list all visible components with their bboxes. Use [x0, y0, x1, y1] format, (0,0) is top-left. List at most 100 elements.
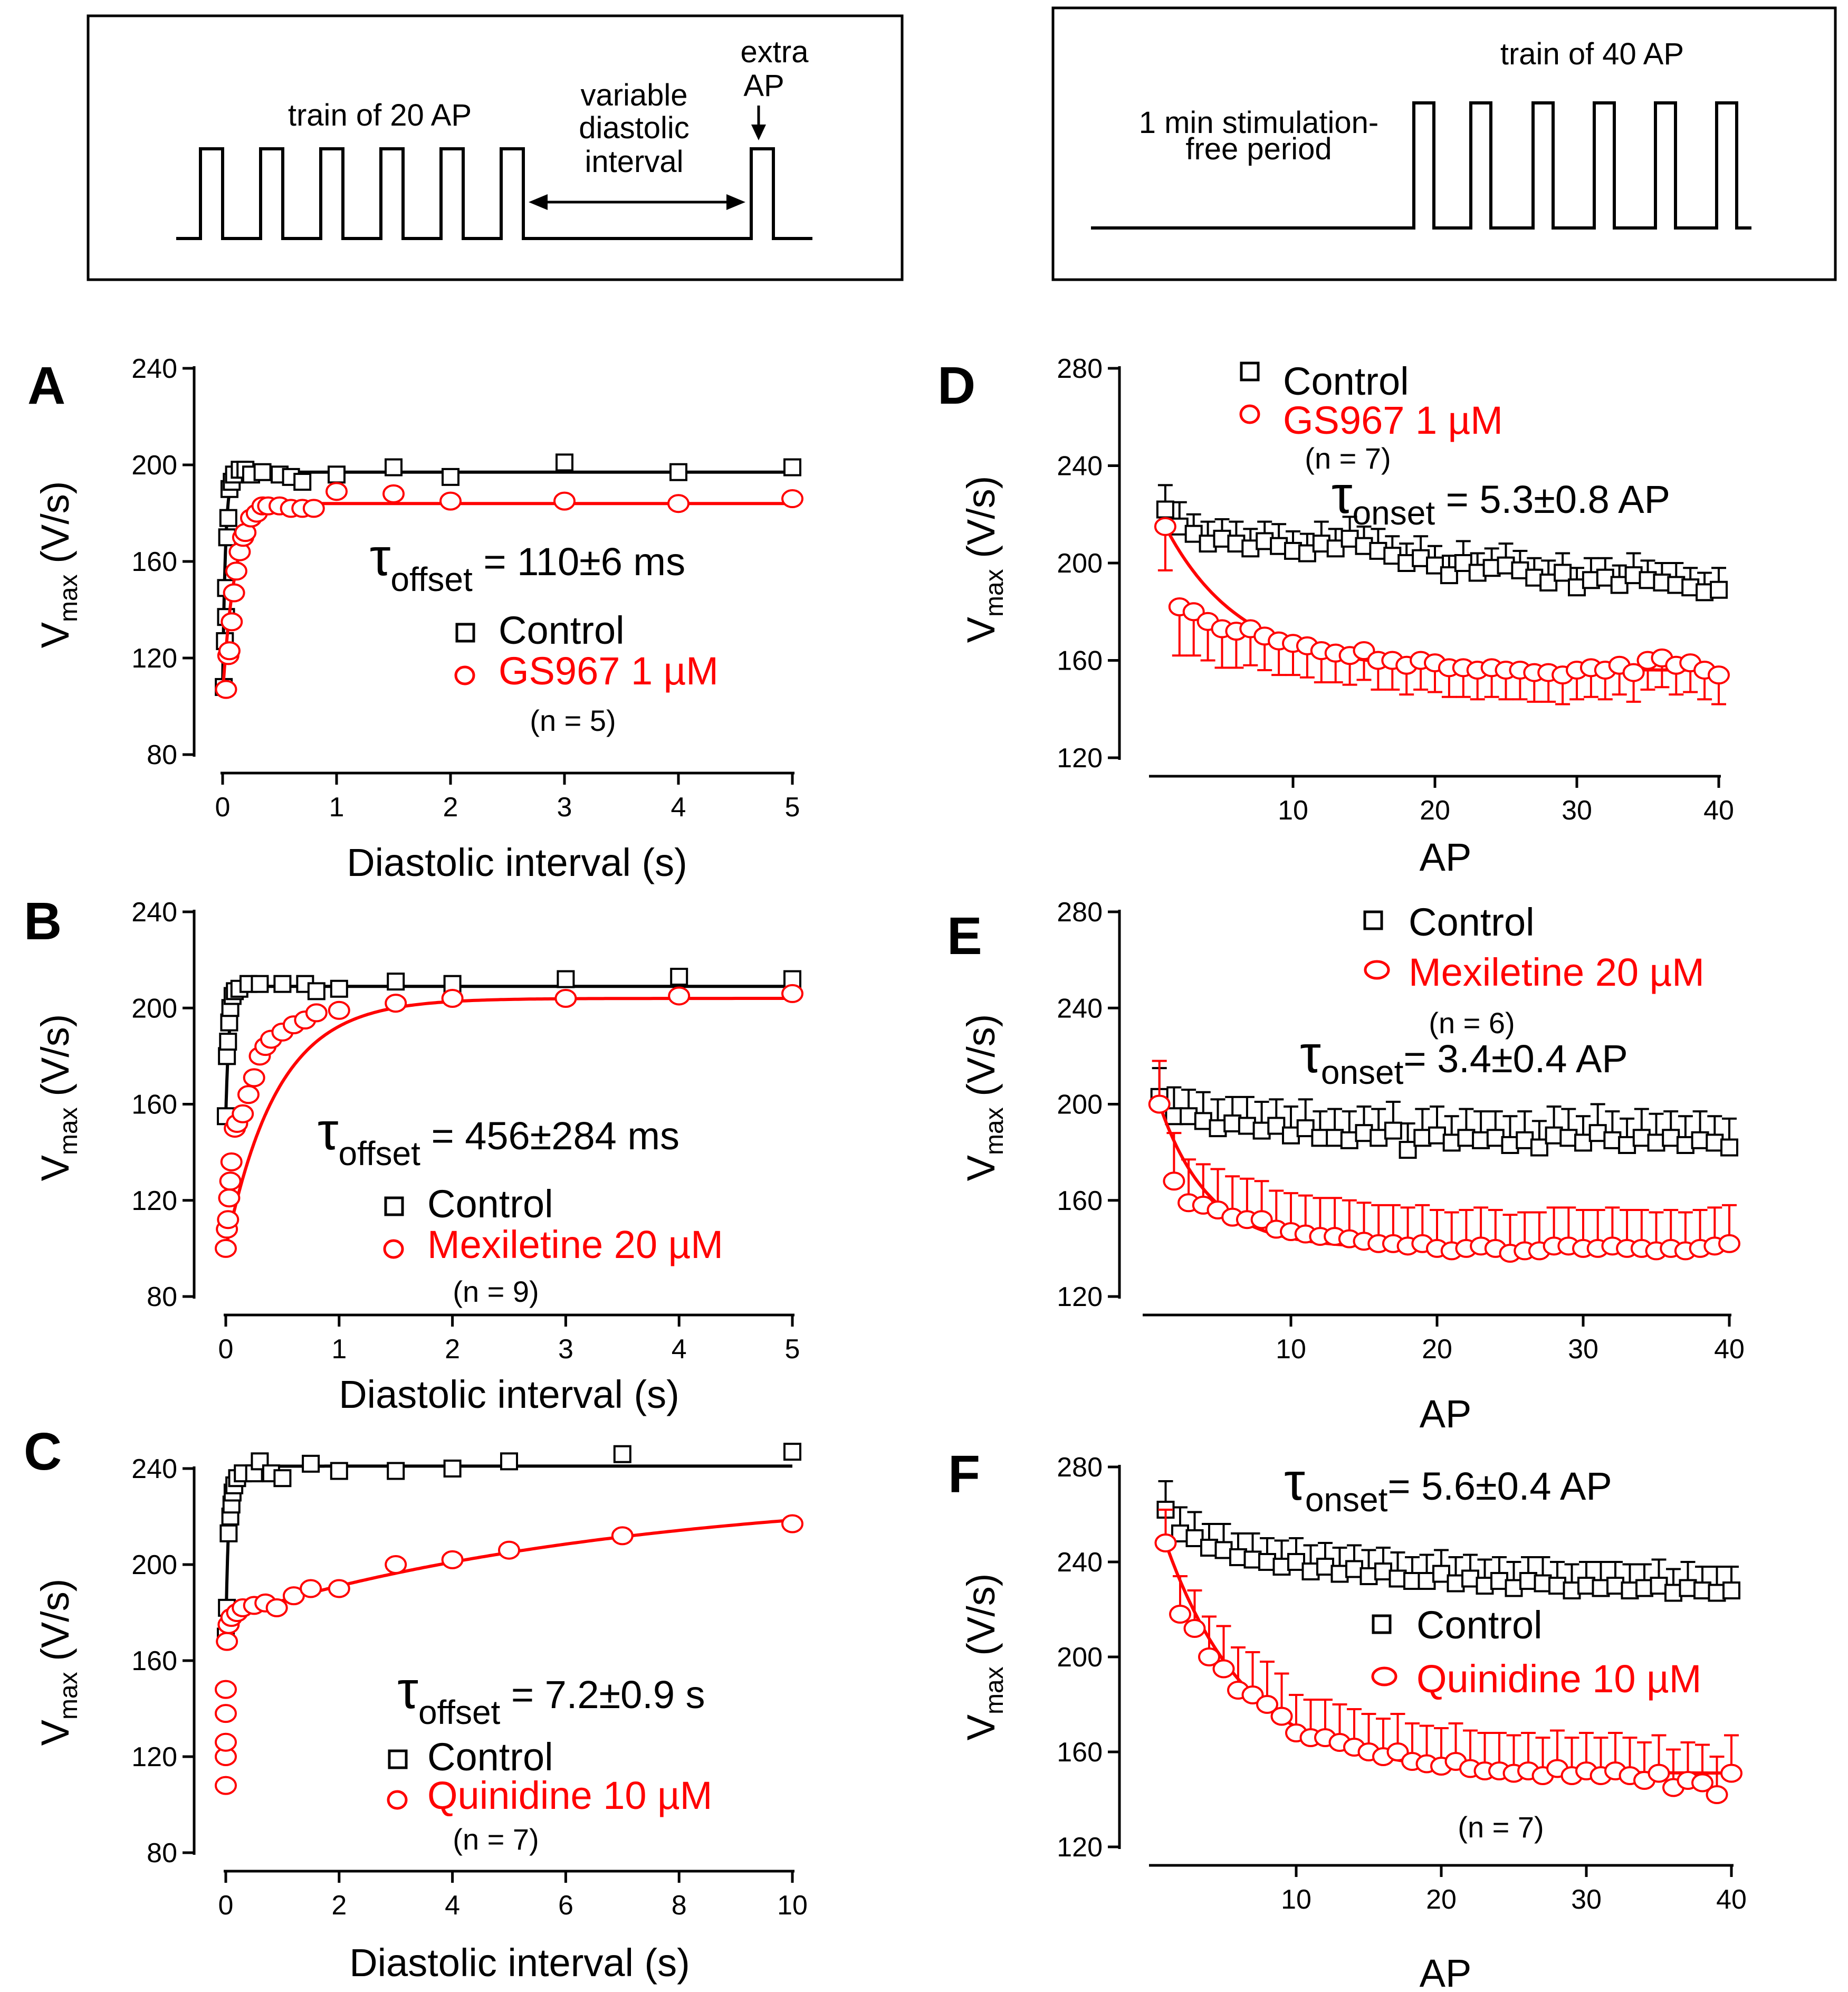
- panel-f-legend-drug: Quinidine 10 µM: [1416, 1657, 1701, 1701]
- panel-a-drug-point: [439, 491, 462, 511]
- panel-a-x-tick-label: 2: [443, 792, 458, 823]
- panel-f-control-point: [1432, 1565, 1450, 1583]
- panel-e-control-point: [1180, 1107, 1198, 1126]
- panel-f-control-point: [1214, 1541, 1233, 1559]
- panel-f-axes: 120 160 200 240 280 10 20 30 40: [1057, 1452, 1747, 1915]
- panel-e-control-point: [1632, 1129, 1651, 1147]
- panel-b-drug-point: [237, 1085, 260, 1104]
- protocol-right: train of 40 AP 1 min stimulation- free p…: [1051, 6, 1837, 281]
- panel-b-axes: 80 120 160 200 240 0 1 2 3 4 5: [131, 897, 800, 1365]
- free-period-label-line2: free period: [1185, 132, 1332, 166]
- panel-b-x-tick-label: 1: [331, 1334, 347, 1365]
- panel-e-control-point: [1647, 1133, 1665, 1152]
- panel-f-drug-point: [1256, 1695, 1278, 1714]
- panel-b-drug-point: [668, 986, 691, 1006]
- free-period-label-line1: 1 min stimulation-: [1139, 106, 1378, 140]
- panel-a-control-point: [328, 465, 346, 484]
- panel-a: A Vmax (V/s) Diastolic interval (s) 8012…: [27, 354, 803, 884]
- panel-a-drug-point: [302, 499, 325, 518]
- panel-d-drug-point: [1708, 665, 1730, 685]
- extra-label-line2: AP: [743, 69, 784, 103]
- panel-e-ylabel: Vmax (V/s): [959, 1014, 1009, 1181]
- panel-d-axes: 120 160 200 240 280 10 20 30 40: [1057, 354, 1734, 826]
- panel-c-x-tick-label: 2: [331, 1890, 347, 1921]
- panel-b-y-tick-label: 240: [131, 897, 177, 928]
- panel-e-control-point: [1209, 1119, 1227, 1138]
- panel-c-drug-point: [215, 1704, 237, 1723]
- panel-b-legend-drug-marker: [383, 1239, 404, 1259]
- panel-d-n: (n = 7): [1305, 442, 1391, 475]
- panel-f-control-point: [1243, 1550, 1262, 1569]
- panel-d-y-tick-label: 280: [1057, 354, 1103, 384]
- panel-c-control-point: [251, 1452, 269, 1471]
- panel-b: B Vmax (V/s) Diastolic interval (s) 8012…: [24, 892, 803, 1416]
- panel-e-drug-point: [1148, 1094, 1171, 1114]
- panel-c: C Vmax (V/s) Diastolic interval (s) 8012…: [24, 1422, 808, 1985]
- panel-c-x-tick-label: 4: [445, 1890, 460, 1921]
- panel-b-drug-point: [305, 1003, 328, 1023]
- panel-f-y-tick-label: 280: [1057, 1452, 1103, 1483]
- panel-b-ylabel: Vmax (V/s): [33, 1014, 83, 1181]
- panel-f-control-point: [1359, 1567, 1378, 1585]
- protocol-left: train of 20 AP variable diastolic interv…: [87, 14, 904, 281]
- panel-e-control-point: [1296, 1119, 1315, 1138]
- panel-f-drug-point: [1241, 1685, 1264, 1704]
- panel-f-ylabel: Vmax (V/s): [959, 1574, 1009, 1741]
- panel-a-control-point: [442, 468, 459, 486]
- panel-f-control-point: [1563, 1581, 1581, 1599]
- panel-a-drug-point: [221, 612, 243, 632]
- panel-b-legend-control: Control: [427, 1182, 553, 1226]
- panel-c-xlabel: Diastolic interval (s): [349, 1941, 690, 1985]
- panel-f-control-point: [1722, 1581, 1740, 1599]
- panel-e-legend-control: Control: [1409, 900, 1535, 944]
- panel-c-ylabel: Vmax (V/s): [33, 1579, 83, 1746]
- interval-label-line1: variable: [580, 78, 687, 112]
- panel-b-drug-point: [218, 1188, 241, 1208]
- panel-f-control-point: [1693, 1581, 1711, 1599]
- panel-f-drug-point: [1691, 1773, 1713, 1793]
- train-20-label: train of 20 AP: [288, 98, 472, 132]
- panel-c-n: (n = 7): [453, 1823, 539, 1856]
- panel-f-drug-point: [1706, 1785, 1728, 1804]
- panel-b-control-point: [330, 979, 348, 998]
- panel-a-control-point: [219, 509, 237, 527]
- panel-e-control-point: [1516, 1131, 1534, 1149]
- panel-e-letter: E: [947, 907, 982, 966]
- panel-e-x-tick-label: 40: [1714, 1334, 1745, 1365]
- panel-c-drug-point: [215, 1732, 237, 1752]
- protocol-left-frame: [87, 14, 904, 281]
- panel-a-axes: 80 120 160 200 240 0 1 2 3 4 5: [131, 354, 800, 823]
- panel-e-control-point: [1618, 1136, 1636, 1154]
- panel-f-drug-point: [1270, 1707, 1293, 1726]
- panel-a-drug-point: [325, 482, 348, 501]
- panel-b-x-tick-label: 2: [445, 1334, 460, 1365]
- panel-d-legend-control: Control: [1283, 359, 1409, 403]
- panel-c-drug-point: [300, 1579, 322, 1598]
- panel-c-y-tick-label: 160: [131, 1646, 177, 1676]
- panel-c-drug-point: [781, 1514, 803, 1533]
- panel-b-legend-control-marker: [384, 1196, 404, 1216]
- panel-f-control-point: [1229, 1548, 1247, 1566]
- panel-b-x-tick-label: 5: [785, 1334, 800, 1365]
- panel-c-drug-point: [385, 1555, 407, 1574]
- panel-a-drug-point: [553, 491, 576, 511]
- panel-a-x-tick-label: 3: [557, 792, 572, 823]
- panel-c-letter: C: [24, 1422, 62, 1481]
- panel-d-drug-point: [1154, 517, 1176, 536]
- panel-d-y-tick-label: 120: [1057, 743, 1103, 774]
- panel-b-drug-point: [232, 1104, 254, 1123]
- panel-e-y-tick-label: 160: [1057, 1186, 1103, 1216]
- panel-d-ylabel: Vmax (V/s): [959, 476, 1009, 643]
- interval-label-line2: diastolic: [579, 111, 690, 145]
- panel-f-drug-point: [1386, 1742, 1409, 1761]
- panel-f-drug-point: [1183, 1619, 1206, 1638]
- panel-e-xlabel: AP: [1420, 1392, 1472, 1436]
- panel-d-x-tick-label: 20: [1420, 795, 1450, 826]
- panel-b-control-point: [219, 1033, 237, 1051]
- panel-b-control-point: [307, 982, 325, 1000]
- panel-b-drug-point: [441, 989, 464, 1008]
- panel-a-ylabel: Vmax (V/s): [33, 481, 83, 649]
- panel-c-plot: [215, 1443, 803, 1795]
- panel-a-y-tick-label: 200: [131, 450, 177, 481]
- panel-b-letter: B: [24, 892, 62, 951]
